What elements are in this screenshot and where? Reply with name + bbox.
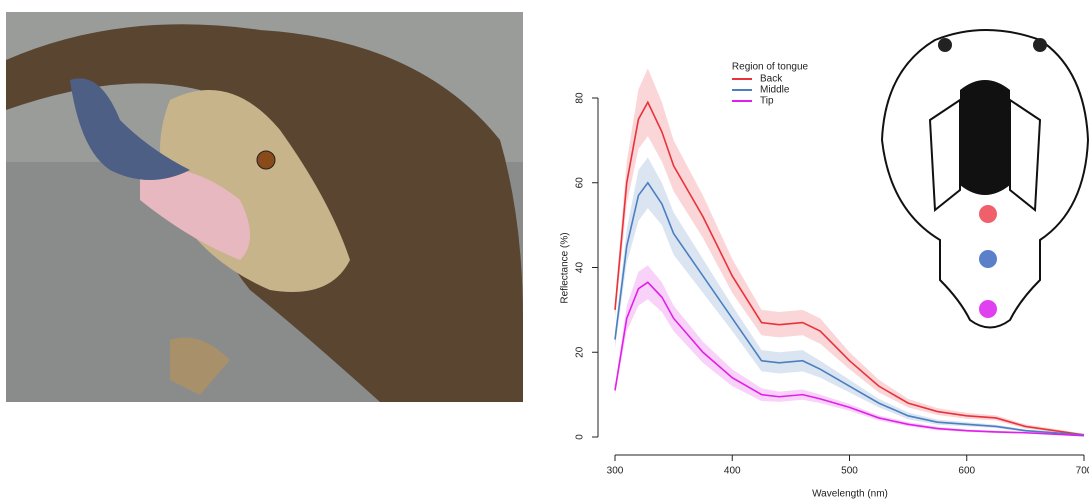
confidence-band	[615, 68, 1084, 437]
x-tick-label: 700	[1076, 466, 1089, 477]
lizard-photo	[6, 12, 523, 403]
series-line	[614, 181, 1085, 436]
series-line	[614, 100, 1085, 436]
x-axis-label: Wavelength (nm)	[812, 489, 888, 500]
legend-label: Tip	[760, 96, 774, 107]
y-tick-label: 0	[575, 434, 586, 440]
legend-label: Middle	[760, 85, 790, 96]
y-axis-label: Reflectance (%)	[560, 232, 571, 303]
y-tick-label: 20	[575, 346, 586, 358]
series-line	[614, 281, 1085, 437]
confidence-band	[615, 265, 1084, 437]
x-tick-label: 600	[958, 466, 975, 477]
legend-title: Region of tongue	[732, 62, 809, 73]
y-tick-label: 80	[575, 92, 586, 104]
y-tick-label: 60	[575, 177, 586, 189]
legend-label: Back	[760, 74, 783, 85]
x-tick-label: 300	[607, 466, 624, 477]
tongue-diagram	[880, 29, 1089, 329]
confidence-band	[615, 157, 1084, 436]
x-tick-label: 500	[841, 466, 858, 477]
x-tick-label: 400	[724, 466, 741, 477]
y-tick-label: 40	[575, 262, 586, 274]
